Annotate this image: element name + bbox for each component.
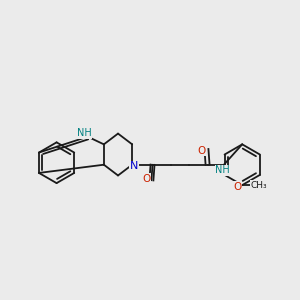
Text: CH₃: CH₃ [250,181,267,190]
Text: NH: NH [77,128,92,138]
Text: O: O [142,174,150,184]
Text: O: O [197,146,206,156]
Text: NH: NH [215,165,230,176]
Text: O: O [233,182,241,191]
Text: N: N [130,161,138,171]
